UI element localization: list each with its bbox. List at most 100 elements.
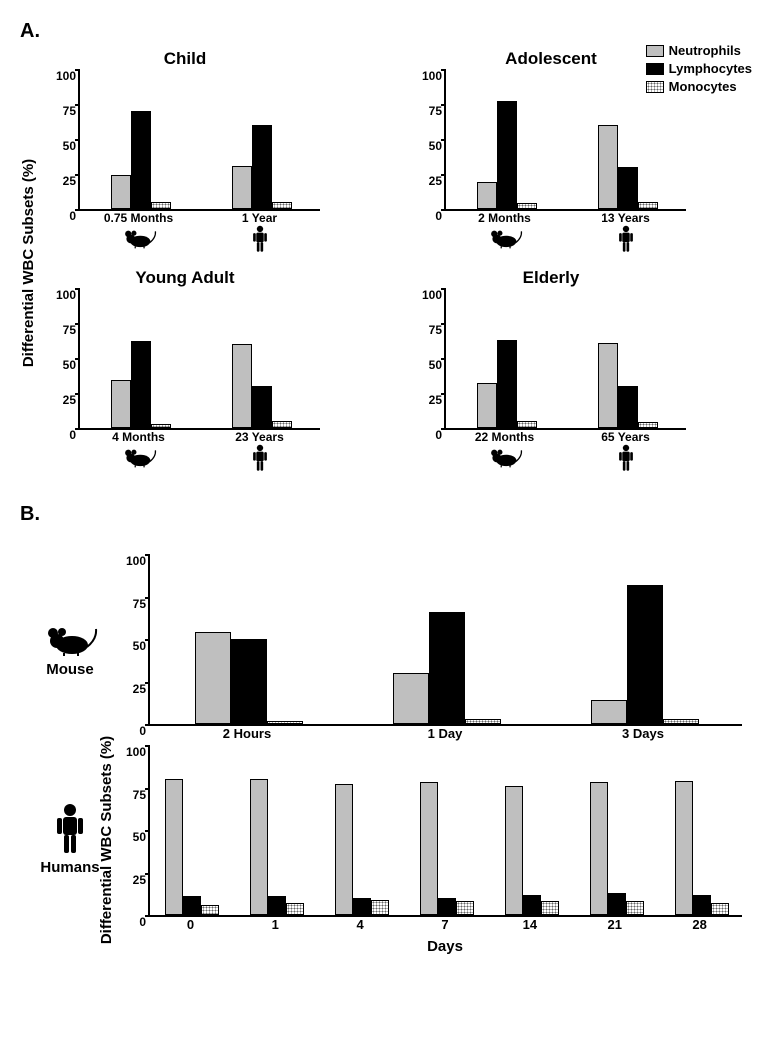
bar-lym	[608, 893, 626, 915]
mouse-icon	[487, 444, 523, 468]
bar-mon	[371, 900, 389, 915]
y-axis-label-b: Differential WBC Subsets (%)	[98, 735, 115, 943]
human-chart: Differential WBC Subsets (%) 0255075100 …	[120, 747, 742, 932]
y-tick-label: 100	[416, 69, 442, 83]
y-tick-label: 25	[50, 393, 76, 407]
y-tick-label: 75	[416, 323, 442, 337]
x-label: 22 Months	[444, 430, 565, 444]
bar-mon	[517, 203, 537, 209]
x-label: 1 Year	[199, 211, 320, 225]
y-tick-label: 0	[50, 428, 76, 442]
mouse-icon	[121, 444, 157, 468]
y-tick-label: 25	[416, 174, 442, 188]
bar-mon	[151, 424, 171, 428]
bar-lym	[231, 639, 267, 724]
bar-mon	[626, 901, 644, 915]
mouse-chart: 0255075100 2 Hours1 Day3 Days	[120, 556, 742, 741]
y-tick-label: 0	[120, 724, 146, 738]
y-tick-label: 50	[120, 830, 146, 844]
bar-mon	[272, 202, 292, 209]
mouse-icon	[487, 225, 523, 249]
y-tick-label: 25	[416, 393, 442, 407]
bar-lym	[252, 125, 272, 209]
y-tick-label: 25	[50, 174, 76, 188]
bar-lym	[693, 895, 711, 915]
panel-b: Mouse 0255075100 2 Hours1 Day3 Days Huma…	[20, 556, 742, 955]
bar-neu	[675, 781, 693, 915]
x-label: 1 Day	[346, 726, 544, 741]
mouse-icon-cell	[78, 444, 199, 477]
y-tick-label: 100	[50, 288, 76, 302]
bar-mon	[517, 421, 537, 428]
y-tick-label: 50	[50, 358, 76, 372]
bar-lym	[131, 111, 151, 209]
human-icon-cell	[565, 444, 686, 477]
bar-lym	[618, 167, 638, 209]
bar-lym	[497, 340, 517, 428]
mouse-icon-cell	[444, 444, 565, 477]
x-label: 2 Months	[444, 211, 565, 225]
x-label: 4 Months	[78, 430, 199, 444]
bar-neu	[505, 786, 523, 915]
mouse-icon	[42, 619, 98, 657]
y-tick-label: 100	[120, 554, 146, 568]
panel-a-label: A.	[20, 20, 742, 43]
bar-lym	[523, 895, 541, 915]
y-tick-label: 50	[416, 139, 442, 153]
y-tick-label: 75	[120, 788, 146, 802]
small-chart-child: Child02550751000.75 Months1 Year	[50, 49, 320, 258]
bar-mon	[151, 202, 171, 209]
bar-neu	[195, 632, 231, 724]
x-axis-title: Days	[148, 938, 742, 955]
mouse-label: Mouse	[20, 661, 120, 678]
bar-lym	[438, 898, 456, 915]
x-label: 0.75 Months	[78, 211, 199, 225]
small-chart-adolescent: Adolescent02550751002 Months13 Years	[416, 49, 686, 258]
y-tick-label: 50	[50, 139, 76, 153]
bar-neu	[393, 673, 429, 724]
y-tick-label: 100	[50, 69, 76, 83]
y-axis-label: Differential WBC Subsets (%)	[20, 159, 37, 367]
x-label: 1	[233, 917, 318, 932]
bar-neu	[477, 383, 497, 428]
bar-lym	[429, 612, 465, 724]
bar-neu	[165, 779, 183, 915]
human-icon	[251, 225, 269, 253]
bar-mon	[286, 903, 304, 915]
y-tick-label: 50	[416, 358, 442, 372]
bar-mon	[465, 719, 501, 724]
bar-lym	[183, 896, 201, 915]
human-icon-cell	[565, 225, 686, 258]
y-tick-label: 0	[416, 428, 442, 442]
chart-title: Adolescent	[416, 49, 686, 69]
bar-lym	[618, 386, 638, 428]
bar-neu	[232, 344, 252, 428]
mouse-icon-cell	[444, 225, 565, 258]
x-label: 0	[148, 917, 233, 932]
y-tick-label: 0	[120, 915, 146, 929]
bar-mon	[201, 905, 219, 915]
x-label: 2 Hours	[148, 726, 346, 741]
bar-mon	[267, 721, 303, 724]
mouse-icon	[121, 225, 157, 249]
y-tick-label: 25	[120, 682, 146, 696]
chart-title: Young Adult	[50, 268, 320, 288]
bar-mon	[541, 901, 559, 915]
bar-neu	[591, 700, 627, 724]
bar-lym	[131, 341, 151, 428]
bar-lym	[627, 585, 663, 724]
bar-lym	[353, 898, 371, 915]
small-chart-elderly: Elderly025507510022 Months65 Years	[416, 268, 686, 477]
human-icon-cell	[199, 225, 320, 258]
bar-neu	[335, 784, 353, 915]
bar-neu	[111, 175, 131, 209]
mouse-icon-cell	[78, 225, 199, 258]
bar-mon	[638, 422, 658, 428]
bar-mon	[272, 421, 292, 428]
bar-neu	[420, 782, 438, 915]
y-tick-label: 75	[50, 323, 76, 337]
x-label: 21	[572, 917, 657, 932]
bar-lym	[268, 896, 286, 915]
x-label: 13 Years	[565, 211, 686, 225]
y-tick-label: 0	[416, 209, 442, 223]
